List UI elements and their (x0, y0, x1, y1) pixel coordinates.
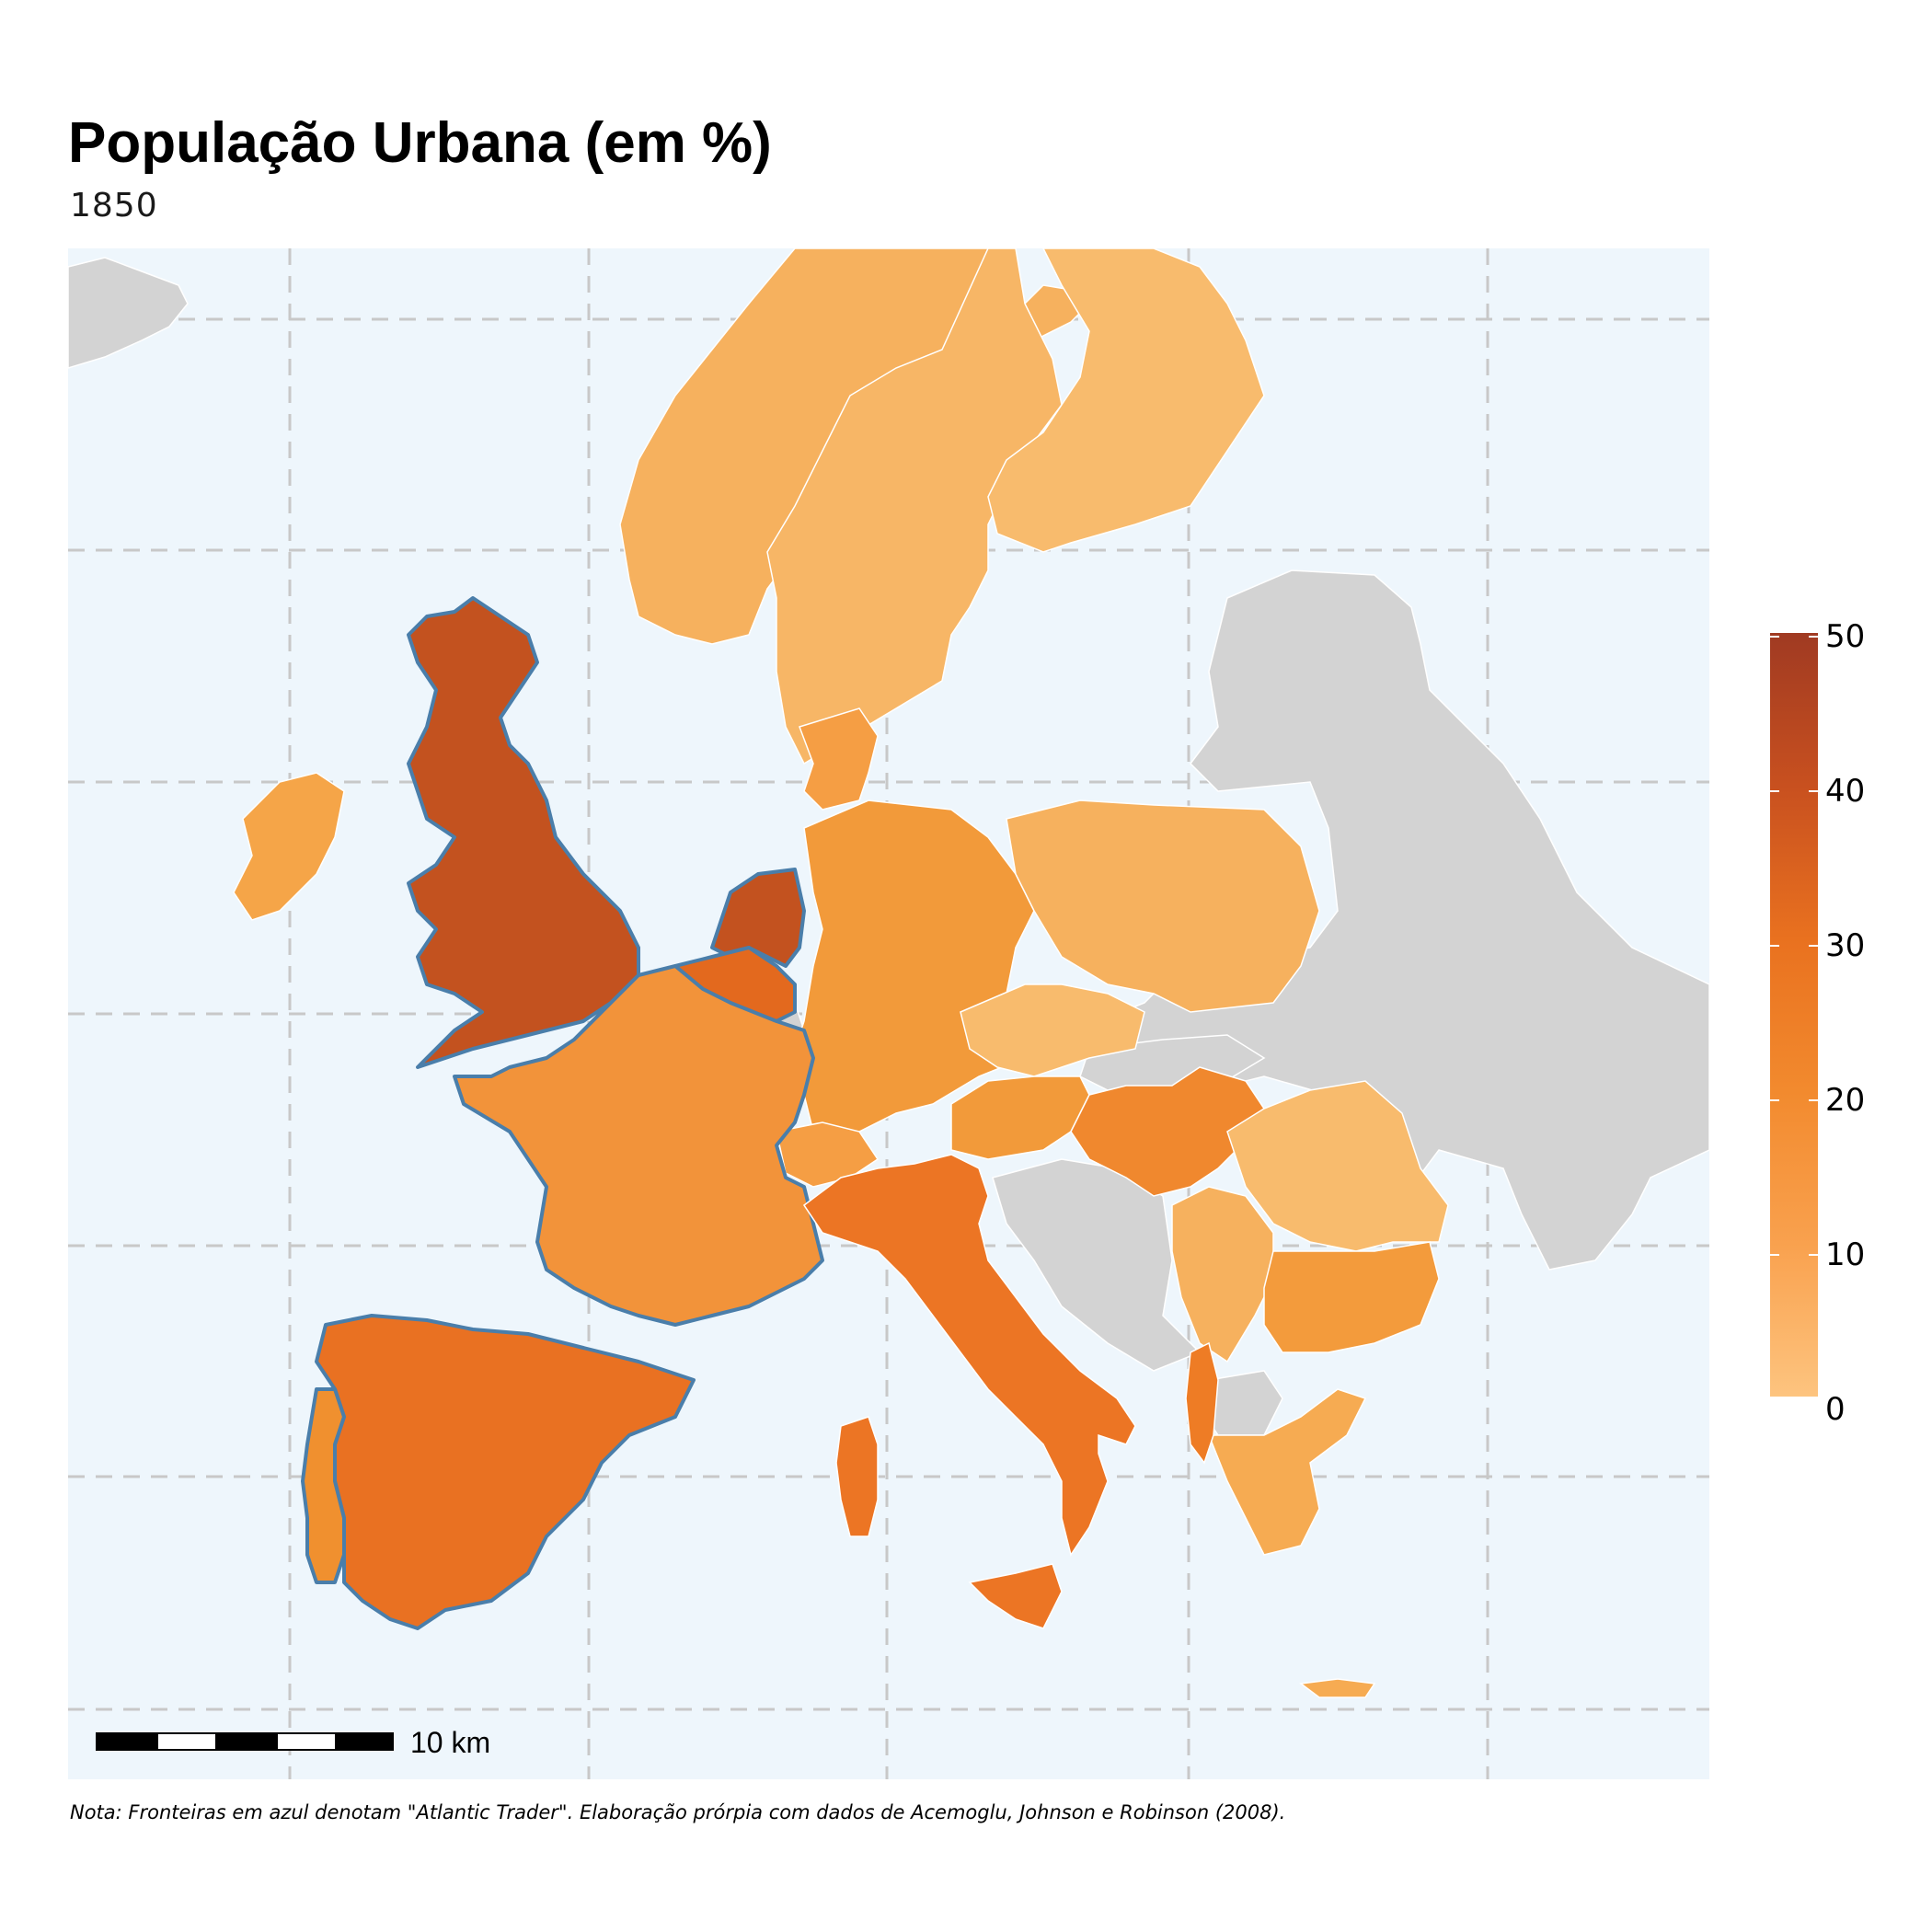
region-albania (1185, 1341, 1219, 1465)
region-finland (987, 248, 1265, 553)
countries (233, 248, 1449, 1698)
legend-label: 30 (1825, 927, 1866, 964)
legend-tick (1809, 1099, 1818, 1101)
legend-tick (1770, 1254, 1779, 1256)
region-germany (794, 799, 1035, 1142)
region-denmark (799, 707, 879, 811)
scale-bar-segment (156, 1732, 217, 1751)
region-france (453, 964, 824, 1327)
legend-tick (1809, 1254, 1818, 1256)
region-italy (802, 1154, 1136, 1557)
legend-label: 20 (1825, 1082, 1866, 1119)
color-legend (1770, 633, 1818, 1397)
legend-label: 40 (1825, 773, 1866, 810)
legend-tick (1770, 945, 1779, 947)
legend-tick (1770, 1409, 1779, 1410)
legend-label: 10 (1825, 1236, 1866, 1273)
legend-tick (1770, 636, 1779, 638)
legend-tick (1770, 1099, 1779, 1101)
legend-tick (1809, 790, 1818, 792)
scale-bar (96, 1732, 394, 1751)
scale-bar-segment (276, 1732, 337, 1751)
region-switzerland (776, 1121, 880, 1188)
region-crete (1299, 1678, 1376, 1698)
italy (802, 1154, 1136, 1629)
map-panel (68, 248, 1709, 1779)
legend-color-bar (1770, 633, 1818, 1397)
region-ireland (233, 772, 345, 921)
europe-map (68, 248, 1709, 1779)
region-romania (1226, 1080, 1449, 1252)
region-serbia (1171, 1186, 1274, 1363)
legend-tick (1809, 945, 1818, 947)
legend-tick (1770, 790, 1779, 792)
region-bulgaria (1263, 1241, 1440, 1353)
region-czech (960, 983, 1145, 1077)
scale-bar-label: 10 km (410, 1726, 491, 1759)
map-subtitle: 1850 (70, 187, 158, 224)
legend-label: 50 (1825, 618, 1866, 655)
region-portugal (301, 1387, 346, 1584)
scale-bar-segment (215, 1732, 278, 1751)
region-greece (1207, 1388, 1367, 1556)
legend-tick (1809, 1409, 1818, 1410)
map-title: População Urbana (em %) (68, 111, 772, 175)
legend-tick (1809, 636, 1818, 638)
region-united-kingdom (407, 596, 640, 1069)
scale-bar-segment (335, 1732, 394, 1751)
source-note: Nota: Fronteiras em azul denotam "Atlant… (70, 1801, 1286, 1823)
region-sardinia (835, 1416, 879, 1537)
atlantic-traders (301, 596, 824, 1630)
scale-bar-segment (96, 1732, 158, 1751)
legend-label: 0 (1825, 1391, 1846, 1428)
region-hungary (1070, 1066, 1265, 1197)
region-poland (1006, 799, 1320, 1013)
region-sicily (968, 1563, 1063, 1629)
region-iceland (68, 257, 189, 369)
